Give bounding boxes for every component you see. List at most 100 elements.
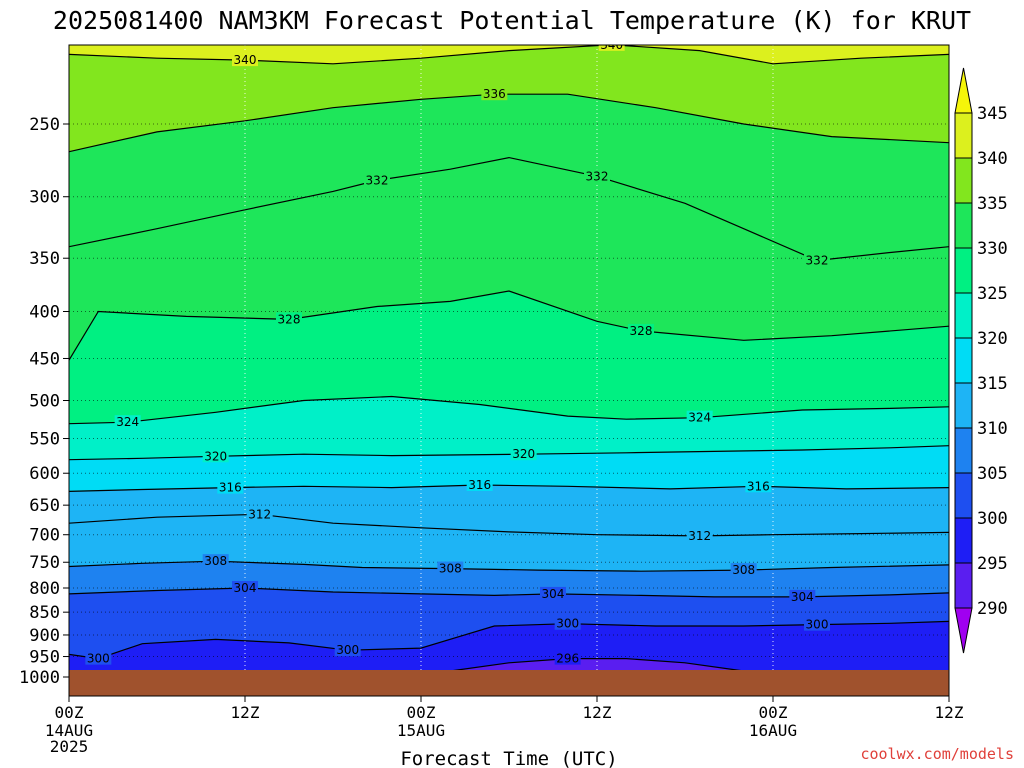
colorbar-label-300: 300 (977, 509, 1008, 529)
x-date-label-48-0: 16AUG (749, 721, 797, 740)
y-tick-label: 750 (29, 553, 60, 573)
contour-label-300-2: 300 (556, 617, 579, 631)
y-tick-950: 950 (29, 648, 69, 668)
contour-label-bg (246, 507, 273, 521)
contour-label-320-0: 320 (204, 449, 227, 463)
contour-band-334 (69, 94, 949, 261)
contour-label-bg (584, 169, 610, 183)
x-tick-label: 12Z (231, 703, 260, 722)
x-tick-label: 12Z (583, 703, 612, 722)
contour-label-bg (789, 589, 816, 603)
colorbar-swatch-330 (954, 202, 973, 249)
x-tick-label: 00Z (55, 703, 84, 722)
x-date-label-24-0: 15AUG (397, 721, 445, 740)
contour-label-336-0: 336 (483, 87, 506, 101)
contour-band-302 (69, 588, 949, 659)
contour-label-332-1: 332 (586, 169, 609, 183)
site-credit: coolwx.com/models (860, 745, 1014, 763)
filled-contour-layer (69, 45, 949, 696)
colorbar-swatch-290 (954, 562, 973, 609)
isentrope-332: 332 332 332 (69, 156, 949, 267)
isentrope-296: 296 (450, 651, 744, 672)
contour-label-bg (686, 410, 713, 424)
y-tick-750: 750 (29, 553, 69, 573)
contour-label-bg (364, 173, 390, 187)
contour-label-296-0: 296 (556, 652, 579, 666)
isentrope-312: 312 312 (69, 507, 949, 543)
contour-label-300-1: 300 (336, 643, 359, 657)
colorbar-label-320: 320 (977, 329, 1008, 349)
y-tick-550: 550 (29, 430, 69, 450)
contour-label-300-3: 300 (806, 618, 829, 632)
y-tick-label: 700 (29, 526, 60, 546)
x-tick-24: 00Z (407, 696, 436, 722)
contour-label-320-1: 320 (512, 447, 535, 461)
colorbar-label-325: 325 (977, 284, 1008, 304)
colorbar-label-340: 340 (977, 149, 1008, 169)
y-tick-label: 650 (29, 496, 60, 516)
contour-band-338 (69, 45, 949, 152)
contour-label-308-0: 308 (204, 554, 227, 568)
contour-label-308-1: 308 (439, 562, 462, 576)
y-tick-label: 600 (29, 464, 60, 484)
y-tick-850: 850 (29, 603, 69, 623)
x-tick-48: 00Z (759, 696, 788, 722)
y-tick-250: 250 (29, 115, 69, 135)
contour-label-340-1: 340 (600, 38, 623, 52)
y-tick-label: 450 (29, 349, 60, 369)
contour-label-bg (745, 479, 772, 493)
contour-label-bg (540, 586, 566, 600)
x-tick-12: 12Z (231, 696, 260, 722)
y-tick-800: 800 (29, 579, 69, 599)
contour-label-bg (437, 561, 464, 575)
contour-label-bg (276, 312, 302, 326)
colorbar-swatch-340 (954, 112, 973, 159)
contour-label-304-0: 304 (234, 581, 257, 595)
colorbar-min-arrow (954, 607, 973, 654)
chart-title: 2025081400 NAM3KM Forecast Potential Tem… (53, 6, 971, 35)
contour-label-bg (466, 478, 493, 492)
contour-label-bg (686, 528, 713, 542)
y-tick-650: 650 (29, 496, 69, 516)
y-tick-label: 800 (29, 579, 60, 599)
contour-label-bg (554, 616, 581, 630)
contour-label-304-2: 304 (791, 590, 814, 604)
y-tick-500: 500 (29, 392, 69, 412)
contour-band-342 (69, 45, 949, 64)
contour-label-bg (217, 480, 244, 494)
contour-label-332-2: 332 (806, 253, 829, 267)
isentrope-line-312 (69, 513, 949, 537)
contour-label-332-0: 332 (366, 173, 389, 187)
colorbar-swatch-335 (954, 157, 973, 204)
contour-label-304-1: 304 (542, 587, 565, 601)
x-tick-60: 12Z (935, 696, 964, 722)
isentrope-336: 336 (69, 87, 949, 153)
contour-label-bg (598, 45, 625, 51)
colorbar-label-315: 315 (977, 374, 1008, 394)
y-tick-300: 300 (29, 188, 69, 208)
contour-label-bg (804, 617, 830, 631)
contour-band-318 (69, 445, 949, 492)
contour-label-bg (730, 563, 757, 577)
x-tick-label: 12Z (935, 703, 964, 722)
isentrope-300: 300 300 300 300 (69, 616, 949, 666)
contour-label-bg (202, 554, 229, 568)
contour-label-bg (85, 651, 112, 665)
contour-label-bg (232, 53, 258, 67)
y-tick-600: 600 (29, 464, 69, 484)
contour-label-308-2: 308 (732, 563, 755, 577)
colorbar-swatch-310 (954, 382, 973, 429)
x-tick-0: 00Z (55, 696, 84, 722)
contour-label-312-0: 312 (248, 507, 271, 521)
y-tick-700: 700 (29, 526, 69, 546)
isentrope-324: 324 324 (69, 395, 949, 429)
colorbar-swatch-320 (954, 292, 973, 339)
x-axis-title: Forecast Time (UTC) (400, 748, 617, 768)
isentrope-316: 316 316 316 (69, 478, 949, 495)
contour-label-bg (510, 447, 537, 461)
isentrope-340: 340 340 (69, 38, 949, 67)
contour-island-296 (450, 658, 744, 671)
isentrope-line-324 (69, 395, 949, 425)
